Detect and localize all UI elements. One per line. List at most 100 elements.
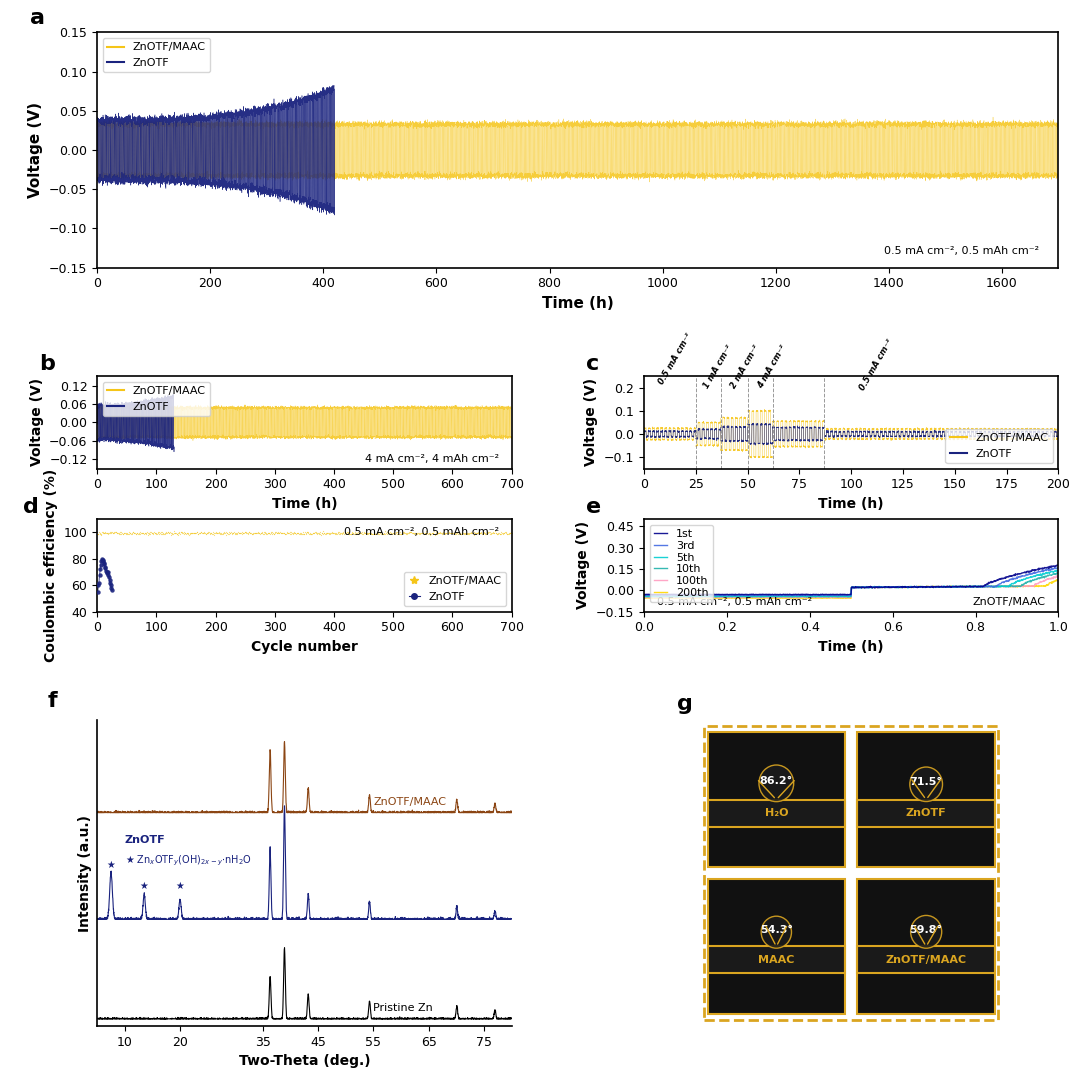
Point (413, 525, 430, 542)
Point (303, 525, 321, 542)
Point (377, 525, 394, 542)
Point (229, 524, 246, 541)
Point (193, 525, 211, 542)
Point (244, 525, 261, 542)
Point (210, 523, 227, 540)
Point (345, 525, 362, 542)
Point (112, 526, 130, 543)
Point (482, 524, 499, 541)
10th (821, 590, 834, 603)
Point (122, 524, 139, 541)
Point (301, 526, 319, 543)
Point (126, 524, 144, 541)
Point (256, 523, 273, 540)
Line: 10th: 10th (644, 573, 1058, 597)
Point (221, 525, 239, 542)
Point (416, 525, 433, 542)
Point (364, 525, 381, 542)
Point (295, 524, 312, 541)
Point (390, 525, 407, 542)
Point (109, 525, 126, 542)
Point (296, 525, 313, 542)
Point (152, 524, 170, 541)
Point (181, 525, 199, 542)
Point (168, 525, 186, 542)
Point (129, 525, 146, 542)
Point (254, 525, 271, 542)
1st (637, 588, 650, 600)
Point (336, 525, 353, 542)
Point (368, 524, 386, 541)
Point (147, 525, 164, 542)
Point (409, 525, 427, 542)
Point (389, 524, 406, 541)
Text: ZnOTF/MAAC: ZnOTF/MAAC (374, 797, 446, 807)
100th (922, 580, 935, 593)
Point (100, 525, 118, 542)
Point (491, 525, 509, 542)
Point (396, 525, 414, 542)
1st (1052, 558, 1065, 571)
Point (334, 525, 351, 542)
Point (225, 524, 242, 541)
Point (457, 525, 474, 542)
Point (360, 525, 377, 542)
100th (1050, 569, 1063, 582)
Point (405, 525, 422, 542)
Point (399, 525, 416, 542)
Point (475, 525, 492, 542)
Point (171, 523, 188, 540)
Point (161, 524, 178, 541)
Point (300, 524, 318, 541)
Point (294, 525, 311, 542)
Point (481, 524, 498, 541)
Point (480, 525, 497, 542)
Point (350, 526, 367, 543)
Point (502, 524, 519, 541)
Point (136, 525, 153, 542)
Point (321, 525, 338, 542)
Point (316, 525, 334, 542)
Point (284, 525, 301, 542)
Point (318, 524, 335, 541)
Point (454, 524, 471, 541)
Point (154, 525, 172, 542)
Point (437, 524, 455, 541)
Point (414, 525, 431, 542)
Point (375, 525, 392, 542)
5th (1052, 564, 1065, 577)
Point (319, 525, 336, 542)
Point (363, 525, 380, 542)
Point (434, 523, 451, 540)
Point (241, 523, 258, 540)
100th (806, 591, 819, 604)
3rd (806, 589, 819, 602)
Point (268, 524, 285, 541)
Point (254, 525, 271, 542)
Point (125, 524, 143, 541)
Point (122, 525, 139, 542)
Point (467, 525, 484, 542)
Point (407, 525, 424, 542)
Point (450, 524, 468, 541)
Point (281, 525, 298, 542)
Point (338, 524, 355, 541)
Point (219, 525, 237, 542)
10th (680, 591, 693, 604)
Point (306, 525, 323, 542)
Point (146, 524, 163, 541)
Point (419, 525, 436, 542)
Point (97, 524, 114, 541)
Point (404, 525, 421, 542)
Point (222, 524, 240, 541)
Point (471, 525, 488, 542)
Text: ZnOTF: ZnOTF (125, 835, 165, 845)
Point (194, 525, 212, 542)
Point (153, 525, 171, 542)
Point (467, 524, 484, 541)
Point (103, 577, 120, 594)
Point (91, 524, 108, 541)
Text: ★: ★ (139, 881, 149, 891)
Point (367, 525, 384, 542)
3rd (1052, 561, 1065, 573)
